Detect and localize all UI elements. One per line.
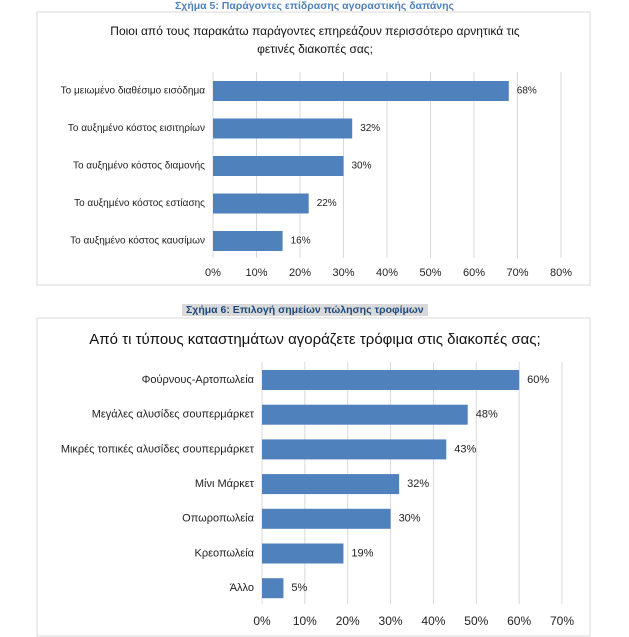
bar <box>213 118 353 139</box>
x-tick-label: 0% <box>253 614 271 628</box>
value-label: 43% <box>454 443 476 455</box>
y-tick-label: Άλλο <box>230 582 254 594</box>
bar <box>213 193 309 214</box>
y-tick-label: Μίνι Μάρκετ <box>195 478 255 490</box>
value-label: 30% <box>399 513 421 525</box>
value-label: 48% <box>476 409 498 421</box>
x-tick-label: 30% <box>379 614 403 628</box>
y-tick-label: Το αυξημένο κόστος καυσίμων <box>70 235 205 247</box>
y-tick-label: Μικρές τοπικές αλυσίδες σουπερμάρκετ <box>61 443 255 455</box>
x-tick-label: 10% <box>245 267 267 279</box>
x-tick-label: 40% <box>421 614 445 628</box>
value-label: 30% <box>352 161 372 172</box>
chart-frame <box>36 317 591 637</box>
value-label: 68% <box>517 86 537 97</box>
x-tick-label: 60% <box>507 614 531 628</box>
y-tick-label: Φούρνους-Αρτοπωλεία <box>142 374 255 386</box>
x-tick-label: 50% <box>419 267 441 279</box>
value-label: 16% <box>291 236 311 247</box>
value-label: 32% <box>407 478 429 490</box>
bar <box>262 439 447 460</box>
x-tick-label: 70% <box>550 614 574 628</box>
x-tick-label: 80% <box>550 267 572 279</box>
x-tick-label: 0% <box>205 267 221 279</box>
y-tick-label: Οπωροπωλεία <box>182 513 254 525</box>
x-tick-label: 20% <box>336 614 360 628</box>
bar <box>262 578 284 599</box>
bar <box>262 404 468 425</box>
bar <box>213 231 283 251</box>
y-tick-label: Μεγάλες αλυσίδες σουπερμάρκετ <box>92 409 255 421</box>
bar <box>262 474 400 495</box>
caption: Σχήμα 6: Επιλογή σημείων πώλησης τροφίμω… <box>182 304 428 316</box>
x-tick-label: 50% <box>464 614 488 628</box>
value-label: 19% <box>351 547 373 559</box>
x-tick-label: 20% <box>289 267 311 279</box>
chart-title: Από τι τύπους καταστημάτων αγοράζετε τρό… <box>89 331 541 348</box>
x-tick-label: 10% <box>293 614 317 628</box>
y-tick-label: Το αυξημένο κόστος εισιτηρίων <box>68 122 205 134</box>
y-tick-label: Το αυξημένο κόστος εστίασης <box>74 197 205 209</box>
x-tick-label: 30% <box>332 267 354 279</box>
caption: Σχήμα 5: Παράγοντες επίδρασης αγοραστική… <box>175 0 454 12</box>
y-tick-label: Κρεοπωλεία <box>195 547 255 559</box>
chart-title: Ποιοι από τους παρακάτω παράγοντες επηρε… <box>110 24 520 56</box>
bar <box>213 81 509 101</box>
x-tick-label: 60% <box>463 267 485 279</box>
x-tick-label: 40% <box>376 267 398 279</box>
value-label: 5% <box>291 582 307 594</box>
value-label: 22% <box>317 198 337 209</box>
y-tick-label: Το μειωμένο διαθέσιμο εισόδημα <box>61 85 206 97</box>
bar <box>213 156 344 176</box>
bar <box>262 508 391 529</box>
y-tick-label: Το αυξημένο κόστος διαμονής <box>73 160 205 172</box>
chart-frame <box>36 11 591 286</box>
value-label: 32% <box>360 123 380 134</box>
bar <box>262 370 520 390</box>
bar <box>262 543 344 564</box>
value-label: 60% <box>527 374 549 386</box>
x-tick-label: 70% <box>506 267 528 279</box>
